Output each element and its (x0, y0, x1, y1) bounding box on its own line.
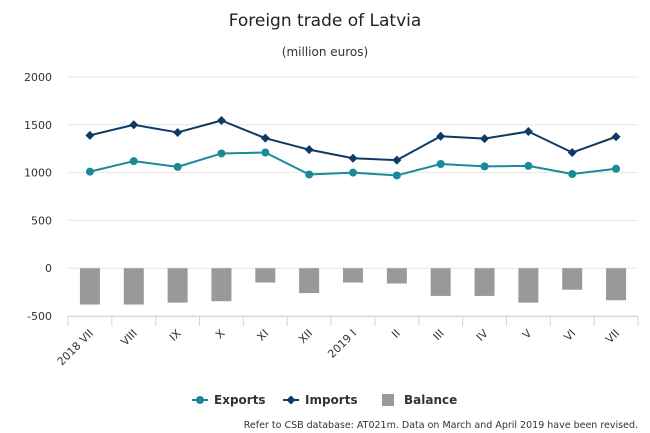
balance-bars (79, 268, 627, 305)
x-tick-label: IX (167, 327, 184, 344)
exports-point[interactable] (305, 170, 314, 179)
y-tick-label: 0 (45, 262, 52, 275)
x-tick-label: VII (603, 327, 622, 346)
imports-point[interactable] (129, 120, 139, 130)
imports-point[interactable] (348, 153, 358, 163)
balance-bar[interactable] (167, 268, 188, 303)
y-tick-label: 1500 (24, 119, 52, 132)
balance-bar[interactable] (518, 268, 539, 303)
chart-credit[interactable]: Refer to CSB database: AT021m. Data on M… (244, 420, 638, 431)
series-lines (85, 115, 621, 180)
x-tick-label: 2018 VII (55, 327, 96, 368)
balance-bar[interactable] (211, 268, 232, 302)
chart-subtitle: (million euros) (282, 45, 368, 59)
exports-point[interactable] (173, 162, 182, 171)
legend-item-imports[interactable]: Imports (283, 393, 358, 407)
imports-point[interactable] (436, 131, 446, 141)
exports-point[interactable] (392, 171, 401, 180)
x-tick-label: II (389, 327, 403, 341)
exports-point[interactable] (568, 170, 577, 179)
y-tick-label: 1000 (24, 167, 52, 180)
exports-point[interactable] (261, 148, 270, 157)
y-tick-label: 2000 (24, 71, 52, 84)
x-tick-label: VI (562, 327, 579, 344)
legend-label: Exports (214, 393, 266, 407)
imports-point[interactable] (260, 133, 270, 143)
balance-bar[interactable] (255, 268, 276, 283)
x-tick-label: X (213, 327, 228, 342)
chart-title: Foreign trade of Latvia (229, 11, 422, 31)
legend-item-balance[interactable]: Balance (382, 393, 457, 407)
imports-point[interactable] (611, 132, 621, 142)
balance-bar[interactable] (343, 268, 363, 283)
imports-point[interactable] (523, 126, 533, 136)
exports-point[interactable] (524, 161, 533, 170)
imports-point[interactable] (216, 115, 226, 125)
imports-point[interactable] (480, 134, 490, 144)
x-tick-label: XII (296, 327, 315, 346)
balance-bar[interactable] (386, 268, 407, 284)
legend-swatch (382, 394, 394, 406)
legend-label: Imports (305, 393, 358, 407)
legend-item-exports[interactable]: Exports (192, 393, 266, 407)
x-tick-label: III (431, 327, 447, 343)
x-tick-label: 2019 I (325, 327, 359, 361)
imports-point[interactable] (304, 145, 314, 155)
imports-point[interactable] (173, 127, 183, 137)
exports-point[interactable] (436, 159, 445, 168)
exports-point[interactable] (85, 167, 94, 176)
balance-bar[interactable] (123, 268, 144, 305)
exports-point[interactable] (217, 149, 226, 158)
y-tick-label: 500 (31, 214, 52, 227)
legend-marker (196, 396, 204, 404)
legend-marker (286, 395, 296, 405)
legend: Exports Imports Balance (192, 393, 457, 407)
exports-point[interactable] (129, 157, 138, 166)
exports-point[interactable] (480, 162, 489, 171)
exports-point[interactable] (349, 168, 357, 177)
balance-bar[interactable] (562, 268, 583, 290)
exports-point[interactable] (612, 164, 621, 173)
imports-point[interactable] (567, 148, 577, 158)
x-tick-label: V (520, 327, 535, 342)
balance-bar[interactable] (430, 268, 451, 296)
legend-label: Balance (404, 393, 457, 407)
imports-point[interactable] (85, 130, 95, 140)
balance-bar[interactable] (474, 268, 495, 296)
balance-bar[interactable] (79, 268, 100, 305)
balance-bar[interactable] (299, 268, 320, 294)
x-tick-label: XI (255, 327, 272, 344)
x-axis: 2018 VII VIII IX X XI XII 2019 I II III IV V VI VII (55, 316, 639, 368)
y-axis: -500 0 500 1000 1500 2000 (24, 71, 52, 323)
y-tick-label: -500 (27, 310, 52, 323)
x-tick-label: VIII (118, 327, 139, 348)
x-tick-label: IV (474, 327, 491, 344)
balance-bar[interactable] (606, 268, 627, 301)
imports-point[interactable] (392, 155, 402, 165)
